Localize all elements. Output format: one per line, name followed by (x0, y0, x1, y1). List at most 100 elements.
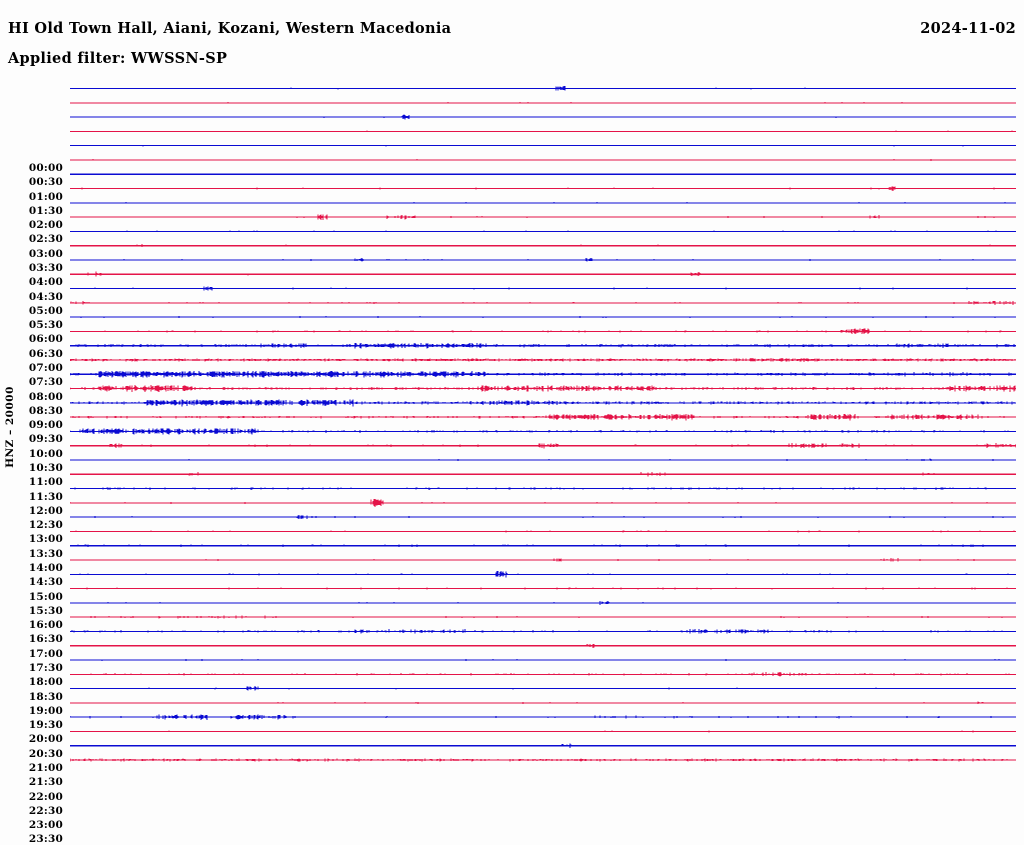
trace-row-2330 (70, 758, 1016, 762)
trace-row-1200 (70, 428, 1016, 435)
trace-row-0730 (70, 300, 1016, 305)
trace-row-1930 (70, 643, 1016, 648)
trace-row-1830 (70, 615, 1016, 619)
trace-row-2300 (70, 743, 1016, 748)
time-label: 08:30 (28, 404, 63, 417)
time-label: 08:00 (28, 390, 63, 403)
time-label: 23:00 (28, 819, 63, 832)
trace-row-0800 (70, 316, 1016, 319)
trace-row-1230 (70, 443, 1016, 449)
time-label: 03:00 (28, 247, 63, 260)
trace-row-1900 (70, 629, 1016, 634)
trace-row-0600 (70, 257, 1016, 262)
time-label: 10:00 (28, 447, 63, 460)
time-label: 15:30 (28, 604, 63, 617)
time-label: 14:00 (28, 562, 63, 575)
time-label: 20:00 (28, 733, 63, 746)
trace-row-1030 (70, 385, 1016, 392)
trace-row-2100 (70, 686, 1016, 691)
helicorder-plot: HNZ – 20000 00:00 00:30 01:00 01:30 02:00 02:… (0, 80, 1024, 845)
time-label: 06:30 (28, 347, 63, 360)
trace-row-1100 (70, 399, 1016, 407)
time-label: 16:30 (28, 633, 63, 646)
trace-row-0930 (70, 358, 1016, 362)
time-label: 17:30 (28, 662, 63, 675)
time-label: 15:00 (28, 590, 63, 603)
time-label: 22:00 (28, 790, 63, 803)
trace-row-1800 (70, 600, 1016, 605)
time-label: 00:30 (28, 176, 63, 189)
time-label: 05:30 (28, 319, 63, 332)
trace-row-1530 (70, 530, 1016, 533)
trace-row-0130 (70, 130, 1016, 133)
time-label: 21:30 (28, 776, 63, 789)
trace-row-0430 (70, 214, 1016, 220)
time-label: 20:30 (28, 747, 63, 760)
time-label: 14:30 (28, 576, 63, 589)
time-label: 10:30 (28, 462, 63, 475)
trace-row-0330 (70, 186, 1016, 191)
time-label: 02:30 (28, 233, 63, 246)
time-label: 00:00 (28, 162, 63, 174)
time-label: 02:00 (28, 219, 63, 232)
date-label: 2024-11-02 (920, 20, 1016, 37)
trace-canvas (70, 85, 1016, 762)
page-title: HI Old Town Hall, Aiani, Kozani, Western… (8, 20, 452, 37)
time-label: 07:30 (28, 376, 63, 389)
time-label: 11:00 (28, 476, 63, 489)
trace-row-2200 (70, 714, 1016, 720)
time-label: 22:30 (28, 804, 63, 817)
time-label: 13:00 (28, 533, 63, 546)
applied-filter-label: Applied filter: WWSSN-SP (8, 50, 228, 67)
trace-row-1630 (70, 558, 1016, 562)
time-label: 09:30 (28, 433, 63, 446)
time-label: 11:30 (28, 490, 63, 503)
trace-row-1730 (70, 587, 1016, 590)
trace-row-1430 (70, 499, 1016, 507)
trace-row-0900 (70, 343, 1016, 349)
time-label: 16:00 (28, 619, 63, 632)
trace-row-0300 (70, 173, 1016, 176)
time-label: 19:30 (28, 719, 63, 732)
trace-row-0700 (70, 286, 1016, 291)
time-label: 12:30 (28, 519, 63, 532)
trace-row-1400 (70, 487, 1016, 490)
time-label: 05:00 (28, 304, 63, 317)
trace-row-0530 (70, 244, 1016, 247)
trace-row-0200 (70, 144, 1016, 147)
time-axis: 00:00 00:30 01:00 01:30 02:00 02:30 03:00 03:30… (0, 80, 64, 845)
time-label: 21:00 (28, 762, 63, 775)
trace-row-1130 (70, 414, 1016, 421)
time-label: 09:00 (28, 419, 63, 432)
trace-row-0500 (70, 230, 1016, 233)
trace-row-0230 (70, 159, 1016, 161)
time-label: 04:00 (28, 276, 63, 289)
trace-row-1300 (70, 458, 1016, 462)
trace-row-0100 (70, 114, 1016, 120)
time-label: 01:30 (28, 204, 63, 217)
time-label: 18:00 (28, 676, 63, 689)
time-label: 13:30 (28, 547, 63, 560)
time-label: 12:00 (28, 504, 63, 517)
trace-row-1500 (70, 515, 1016, 520)
time-label: 01:00 (28, 190, 63, 203)
trace-row-1000 (70, 371, 1016, 378)
time-label: 06:00 (28, 333, 63, 346)
time-label: 17:00 (28, 647, 63, 660)
trace-row-1700 (70, 570, 1016, 578)
time-label: 03:30 (28, 262, 63, 274)
trace-row-2230 (70, 730, 1016, 733)
trace-row-1600 (70, 544, 1016, 548)
trace-row-2130 (70, 701, 1016, 705)
trace-row-0830 (70, 328, 1016, 335)
trace-row-0400 (70, 202, 1016, 204)
time-label: 19:00 (28, 704, 63, 717)
trace-row-2000 (70, 659, 1016, 661)
time-label: 23:30 (28, 833, 63, 845)
trace-row-2030 (70, 672, 1016, 677)
trace-row-0030 (70, 102, 1016, 104)
time-label: 07:00 (28, 362, 63, 375)
time-label: 18:30 (28, 690, 63, 703)
trace-row-1330 (70, 472, 1016, 477)
trace-row-0630 (70, 271, 1016, 277)
